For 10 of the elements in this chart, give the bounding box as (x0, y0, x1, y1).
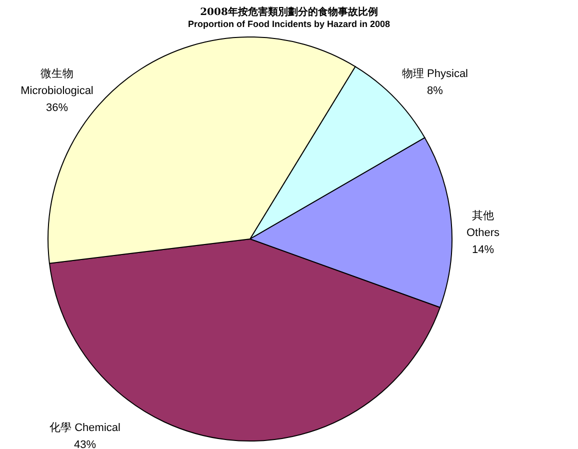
data-label: 43% (74, 439, 96, 449)
chart-subtitle: Proportion of Food Incidents by Hazard in 2008 (188, 19, 390, 29)
slice-label: 微生物 Microbiological (20, 67, 94, 97)
slice-label: 化學 Chemical (50, 422, 120, 434)
chart-title: 2008年按危害類別劃分的食物事故比例 (200, 6, 378, 18)
data-label: 14% (472, 244, 494, 256)
data-label: 36% (46, 102, 68, 114)
slice-label: 物理 Physical (402, 68, 468, 80)
data-label: 8% (427, 85, 444, 97)
slice-label: 其他 Others (466, 209, 500, 239)
